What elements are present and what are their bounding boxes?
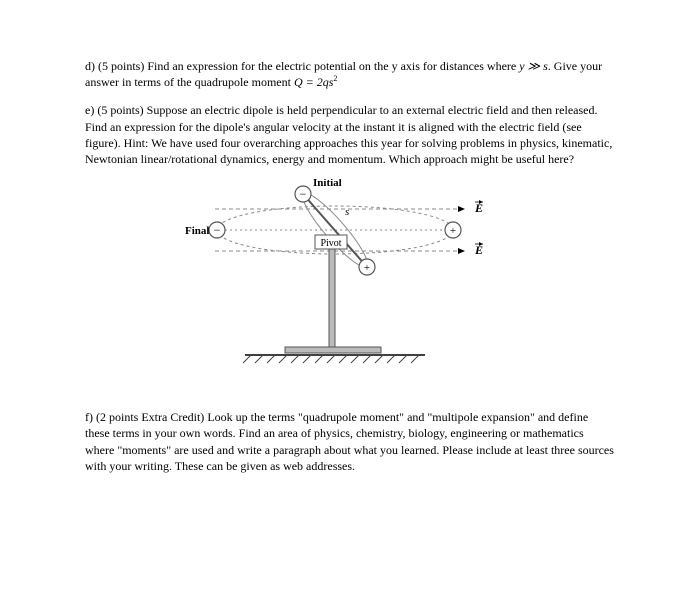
minus-final: −: [214, 223, 221, 237]
E-top-label: E: [474, 201, 483, 215]
pivot-label: Pivot: [320, 238, 341, 249]
problem-d-exp: 2: [333, 74, 337, 83]
problem-f: f) (2 points Extra Credit) Look up the t…: [85, 409, 615, 474]
initial-label: Initial: [313, 179, 342, 189]
final-label: Final: [185, 225, 209, 237]
plus-initial: +: [364, 262, 370, 274]
problem-d-cond: y ≫ s: [519, 59, 548, 73]
E-bottom-label: E: [474, 243, 483, 257]
dipole-figure: E E − + Final −: [185, 179, 515, 379]
problem-f-label: f) (2 points Extra Credit): [85, 410, 207, 424]
problem-d-formula: Q = 2qs: [294, 75, 333, 89]
problem-e-text: Suppose an electric dipole is held perpe…: [85, 103, 612, 166]
figure-container: E E − + Final −: [85, 179, 615, 379]
problem-e: e) (5 points) Suppose an electric dipole…: [85, 102, 615, 167]
figure-svg: E E − + Final −: [185, 179, 515, 379]
s-label: s: [345, 206, 349, 218]
problem-e-label: e) (5 points): [85, 103, 147, 117]
minus-initial: −: [300, 187, 307, 201]
problem-d: d) (5 points) Find an expression for the…: [85, 58, 615, 90]
problem-d-label: d) (5 points): [85, 59, 147, 73]
plus-final: +: [450, 225, 456, 237]
problem-d-text1: Find an expression for the electric pote…: [147, 59, 519, 73]
